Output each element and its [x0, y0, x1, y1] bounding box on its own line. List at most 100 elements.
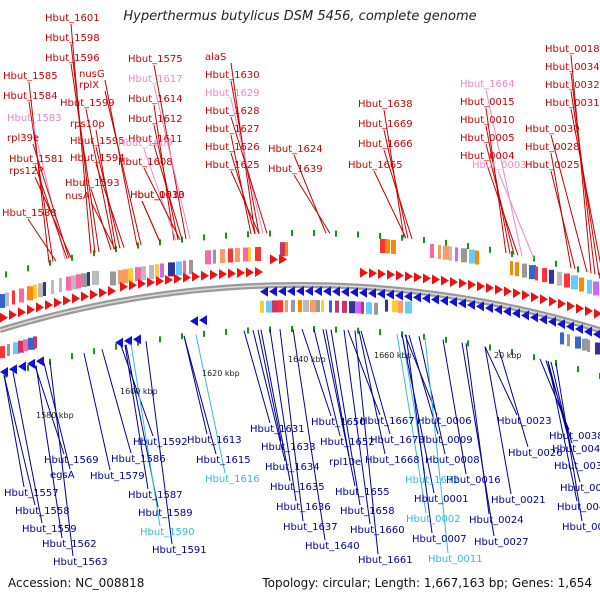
gene-block: [176, 261, 182, 276]
reverse-gene-arrow: [530, 312, 538, 323]
gene-block: [255, 246, 261, 261]
forward-gene-arrow: [513, 288, 521, 299]
reverse-gene-arrow: [9, 364, 17, 375]
gene-block: [18, 340, 24, 353]
forward-gene-arrow: [45, 300, 53, 311]
leader-line: [330, 329, 361, 506]
tick-mark-rev: [71, 353, 73, 360]
gene-block: [461, 248, 467, 263]
accession-text: Accession: NC_008818: [8, 576, 145, 590]
gene-block: [587, 279, 592, 294]
forward-gene-arrow: [441, 275, 449, 286]
leader-line: [145, 341, 173, 545]
forward-gene-arrow: [120, 281, 128, 292]
gene-block: [355, 301, 362, 314]
leader-line: [3, 374, 25, 488]
forward-gene-arrow: [54, 297, 62, 308]
forward-gene-label: Hbut_1665: [348, 160, 403, 171]
leader-line: [373, 170, 407, 239]
gene-block: [43, 282, 46, 297]
forward-gene-label: Hbut_1585: [3, 71, 58, 82]
forward-gene-label: Hbut_1608: [118, 157, 173, 168]
gene-block: [392, 300, 398, 313]
forward-gene-arrow: [237, 267, 245, 278]
gene-block: [335, 300, 339, 313]
gene-block: [248, 247, 251, 262]
tick-mark-fwd: [423, 237, 425, 244]
forward-gene-label: Hbut_1664: [460, 79, 515, 90]
leader-line: [230, 134, 252, 235]
forward-gene-arrow: [396, 270, 404, 281]
forward-gene-label: Hbut_0025: [525, 160, 580, 171]
leader-line: [34, 176, 72, 258]
gene-block: [278, 300, 283, 313]
reverse-gene-label: Hbut_1558: [15, 506, 70, 517]
forward-gene-label: Hbut_1583: [7, 113, 62, 124]
gene-block: [567, 334, 570, 347]
gene-block: [535, 266, 538, 281]
leader-line: [383, 129, 409, 239]
gene-block: [285, 300, 288, 313]
tick-mark-rev: [467, 340, 469, 347]
forward-gene-arrow: [468, 279, 476, 290]
leader-line: [442, 339, 467, 475]
forward-gene-arrow: [246, 267, 254, 278]
reverse-gene-label: Hbut_0001: [414, 494, 469, 505]
reverse-gene-label: Hbut_1636: [276, 502, 331, 513]
gene-block: [366, 302, 372, 315]
tick-mark-rev: [225, 328, 227, 335]
reverse-gene-arrow: [133, 334, 141, 345]
tick-mark-rev: [357, 327, 359, 334]
gene-block: [510, 261, 513, 276]
forward-gene-arrow: [63, 295, 71, 306]
gene-block: [515, 262, 519, 277]
forward-gene-arrow: [108, 286, 116, 297]
gene-block: [213, 249, 216, 264]
reverse-gene-arrow: [404, 291, 412, 302]
leader-line: [325, 329, 350, 457]
tick-mark-fwd: [27, 265, 29, 272]
forward-gene-arrow: [558, 298, 566, 309]
forward-gene-label: Hbut_1629: [205, 88, 260, 99]
reverse-gene-label: Hbut_1640: [305, 541, 360, 552]
forward-gene-arrow: [540, 294, 548, 305]
gene-block: [430, 244, 434, 259]
tick-mark-rev: [335, 326, 337, 333]
leader-line: [257, 329, 282, 442]
reverse-gene-label: Hbut_0006: [417, 416, 472, 427]
genome-title: Hyperthermus butylicus DSM 5456, complet…: [123, 9, 477, 24]
reverse-gene-arrow: [368, 288, 376, 299]
forward-gene-label: Hbut_1610: [130, 190, 185, 201]
gene-block: [380, 239, 387, 254]
leader-line: [550, 170, 576, 269]
tick-mark-fwd: [93, 250, 95, 257]
gene-block: [291, 300, 295, 313]
leader-line: [498, 349, 529, 448]
forward-gene-label: Hbut_1611: [128, 134, 183, 145]
reverse-gene-label: Hbut_1590: [140, 527, 195, 538]
reverse-gene-arrow: [199, 315, 207, 326]
gene-block: [266, 300, 273, 313]
reverse-gene-label: Hbut_1559: [22, 524, 77, 535]
reverse-gene-label: Hbut_1562: [42, 539, 97, 550]
leader-line: [153, 124, 179, 241]
reverse-gene-arrow: [521, 310, 529, 321]
forward-gene-arrow: [270, 254, 278, 265]
forward-gene-label: rps12P: [9, 166, 43, 177]
gene-block: [557, 271, 562, 286]
forward-gene-arrow: [27, 304, 35, 315]
reverse-gene-label: Hbut_1563: [53, 557, 108, 568]
ruler-tick-label: 1640 kbp: [288, 355, 326, 364]
gene-block: [280, 242, 287, 257]
gene-block: [27, 286, 33, 301]
reverse-gene-arrow: [36, 356, 44, 367]
leader-line: [269, 329, 297, 502]
leader-line: [260, 329, 291, 482]
reverse-gene-label: Hbut_1668: [365, 455, 420, 466]
gene-block: [361, 301, 364, 314]
tick-mark-rev: [555, 359, 557, 366]
reverse-gene-arrow: [323, 286, 331, 297]
reverse-gene-arrow: [359, 287, 367, 298]
forward-gene-arrow: [414, 272, 422, 283]
forward-gene-label: rps10p: [70, 119, 105, 130]
